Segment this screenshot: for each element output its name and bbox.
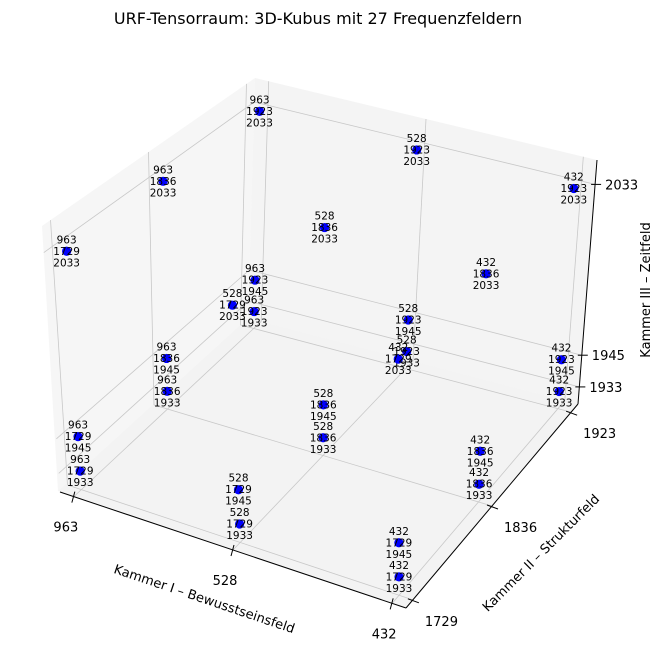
- data-point: [554, 386, 564, 397]
- back-pane: [248, 78, 597, 404]
- point-label: 528 1729 1933: [226, 507, 253, 542]
- tick-labels: 963 528 432 1729 1836 1923 1933 1945 2033: [53, 178, 638, 642]
- z-tick-label: 2033: [605, 178, 638, 193]
- y-tick-label: 1836: [504, 521, 537, 536]
- point-label: 963 1729 1945: [65, 420, 92, 455]
- z-axis-line: [577, 159, 598, 405]
- x-tick-mark: [71, 491, 76, 503]
- grid-line: [249, 269, 582, 356]
- y-tick-mark: [565, 410, 578, 416]
- grid-line: [56, 269, 250, 440]
- point-label: 432 1923 1945: [548, 343, 575, 378]
- data-point: [474, 479, 484, 489]
- data-point: [161, 353, 172, 364]
- point-label: 963 1729 1933: [67, 454, 94, 489]
- x-tick-mark: [389, 598, 394, 610]
- y-tick-label: 1729: [425, 615, 458, 630]
- point-label: 432 1836 2033: [473, 257, 500, 292]
- point-label: 963 1729 2033: [53, 234, 80, 269]
- grid-line: [254, 101, 596, 185]
- point-label: 963 1836 1945: [153, 341, 180, 376]
- grid-line: [240, 83, 247, 325]
- y-tick-mark: [486, 504, 499, 510]
- point-label: 432 1836 1945: [467, 434, 494, 469]
- point-label: 528 1923 2033: [403, 133, 430, 168]
- data-point: [394, 572, 404, 582]
- grid-lines: [43, 81, 596, 604]
- y-tick-mark: [407, 598, 420, 604]
- point-label: 528 1836 1945: [310, 388, 337, 423]
- grid-line: [412, 118, 427, 362]
- point-label: 963 1836 2033: [150, 164, 177, 199]
- z-tick-label: 1945: [592, 349, 625, 364]
- data-point: [403, 315, 413, 325]
- grid-line: [248, 300, 580, 388]
- x-tick-label: 432: [372, 627, 397, 642]
- point-label: 528 1729 2033: [219, 288, 246, 323]
- point-label: 528 1923 1945: [395, 303, 422, 338]
- point-label: 432 1923 2033: [560, 172, 587, 207]
- data-point: [62, 246, 72, 256]
- data-point: [75, 466, 85, 476]
- data-point: [481, 269, 491, 279]
- z-axis-label: Kammer III – Zeitfeld: [639, 222, 651, 357]
- data-point: [254, 106, 265, 116]
- grid-line: [260, 81, 270, 322]
- data-point: [475, 446, 485, 456]
- x-tick-label: 528: [213, 574, 238, 589]
- point-label: 432 1923 1933: [546, 375, 573, 410]
- point-label: 963 1923 1933: [241, 295, 268, 330]
- floor-pane: [58, 318, 578, 608]
- chart-title: URF-Tensorraum: 3D-Kubus mit 27 Frequenz…: [114, 9, 522, 28]
- point-label: 963 1923 2033: [246, 94, 273, 129]
- x-axis-label: Kammer I – Bewusstseinsfeld: [112, 562, 297, 637]
- point-label: 432 1729 2033: [385, 342, 412, 377]
- point-label: 432 1836 1933: [466, 467, 493, 502]
- data-point: [227, 300, 238, 310]
- grid-line: [43, 101, 255, 253]
- data-point: [318, 400, 328, 410]
- side-pane: [42, 78, 255, 491]
- grid-line: [148, 151, 155, 406]
- data-point: [394, 538, 404, 548]
- point-label: 528 1729 1945: [225, 473, 252, 508]
- grid-line: [240, 324, 572, 413]
- point-label: 963 1923 1945: [242, 263, 269, 298]
- data-point: [402, 346, 412, 357]
- data-point: [318, 433, 328, 443]
- data-point: [319, 222, 330, 233]
- z-tick-label: 1933: [589, 381, 622, 396]
- data-point: [162, 386, 172, 396]
- data-point: [569, 183, 579, 194]
- data-point: [249, 306, 259, 317]
- data-point: [556, 355, 567, 365]
- grid-line: [153, 404, 493, 507]
- data-point: [250, 275, 260, 285]
- data-point: [73, 432, 83, 442]
- grid-line: [564, 156, 584, 401]
- data-point: [393, 354, 403, 364]
- data-point: [158, 176, 168, 186]
- data-point: [233, 485, 244, 495]
- y-tick-label: 1923: [583, 427, 616, 442]
- grid-line: [50, 220, 68, 486]
- y-axis-line: [405, 403, 579, 609]
- y-axis-label: Kammer II – Strukturfeld: [480, 492, 603, 615]
- point-label: 963 1836 1933: [154, 374, 181, 409]
- point-label: 528 1836 1933: [310, 421, 337, 456]
- x-tick-mark: [230, 544, 235, 557]
- data-point: [412, 145, 422, 155]
- point-label: 432 1729 1933: [386, 560, 413, 595]
- data-point: [234, 519, 245, 529]
- grid-line: [67, 484, 414, 601]
- x-tick-label: 963: [53, 521, 78, 536]
- point-label: 528 1836 2033: [311, 211, 338, 246]
- grid-line: [58, 300, 249, 474]
- point-label: 432 1729 1945: [386, 526, 413, 561]
